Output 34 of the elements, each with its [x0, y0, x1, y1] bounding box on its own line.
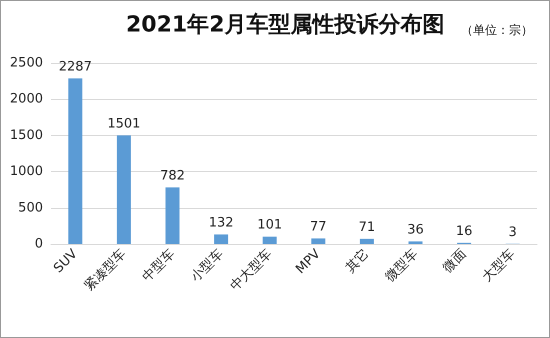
- y-tick-label: 1500: [10, 128, 43, 143]
- y-tick-label: 2500: [10, 56, 43, 70]
- bar: [68, 78, 82, 244]
- chart-subtitle: （单位：宗）: [461, 23, 533, 37]
- x-tick-label: 中型车: [140, 246, 178, 285]
- chart-title: 2021年2月车型属性投诉分布图: [126, 12, 445, 38]
- bar: [214, 234, 228, 244]
- data-label: 782: [160, 168, 185, 184]
- x-tick-label: 中大型车: [228, 246, 276, 294]
- data-label: 101: [257, 218, 282, 233]
- data-label: 2287: [58, 59, 92, 74]
- data-label: 71: [358, 220, 376, 235]
- data-label: 77: [310, 219, 327, 234]
- y-tick-label: 1000: [10, 164, 43, 180]
- x-tick-label: 微型车: [382, 246, 421, 285]
- data-label: 1501: [107, 116, 140, 132]
- bar: [166, 187, 180, 244]
- y-tick-label: 0: [34, 236, 43, 252]
- bar: [408, 241, 422, 244]
- bar: [360, 238, 374, 244]
- bar: [262, 236, 277, 244]
- data-label: 132: [208, 215, 234, 230]
- x-tick-label: 小型车: [188, 246, 226, 285]
- bar: [311, 238, 326, 244]
- y-tick-label: 500: [18, 200, 43, 216]
- data-label: 36: [407, 222, 424, 238]
- x-tick-label: 大型车: [480, 246, 518, 285]
- data-label: 16: [456, 224, 472, 239]
- y-tick-label: 2000: [10, 92, 43, 107]
- x-tick-label: 其它: [342, 246, 372, 276]
- bar: [116, 135, 131, 244]
- data-label: 3: [508, 224, 517, 240]
- x-tick-label: 微面: [440, 246, 470, 276]
- x-tick-label: 紧凑型车: [82, 246, 130, 294]
